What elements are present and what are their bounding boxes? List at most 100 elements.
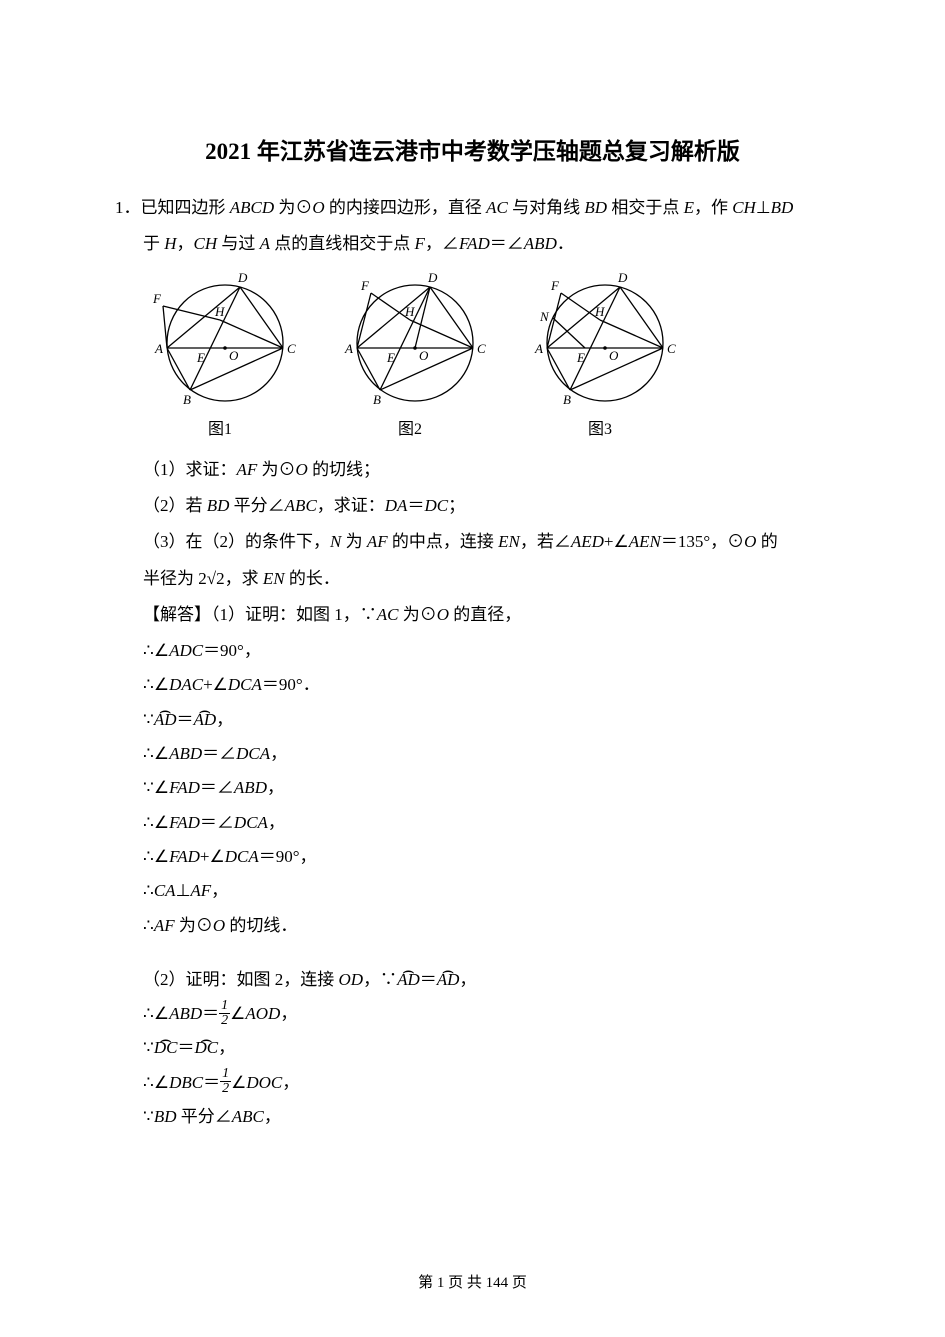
page-footer: 第 1 页 共 144 页 — [0, 1269, 945, 1298]
text: ∠ — [230, 1004, 245, 1023]
arc-dc: DC — [194, 1032, 218, 1064]
label-b: B — [563, 392, 571, 407]
text: 为⊙ — [398, 605, 436, 624]
var-abc: ABC — [285, 496, 317, 515]
text: 的长． — [285, 569, 340, 588]
arc-dc: DC — [154, 1032, 178, 1064]
text: ＝90°． — [262, 675, 320, 694]
figure-2: A B C D E O H F 图2 — [325, 268, 495, 445]
text: 与过 — [217, 234, 260, 253]
var: ABD — [169, 744, 202, 763]
var-bd: BD — [207, 496, 230, 515]
text: ． — [557, 234, 574, 253]
var: FAD — [169, 847, 200, 866]
var-en: EN — [498, 532, 520, 551]
solution-step: ∵BD 平分∠ABC， — [143, 1101, 830, 1133]
question-3-line1: （3）在（2）的条件下，N 为 AF 的中点，连接 EN，若∠AED+∠AEN＝… — [115, 526, 830, 558]
fraction-half: 12 — [219, 999, 230, 1028]
var: ADC — [169, 641, 203, 660]
solution-step: ∴AF 为⊙O 的切线． — [143, 910, 830, 942]
label-c: C — [287, 341, 296, 356]
text: 为⊙ — [257, 460, 295, 479]
text: +∠ — [604, 532, 629, 551]
text: ， — [211, 881, 228, 900]
var-af: AF — [367, 532, 388, 551]
arc-ad: AD — [154, 704, 177, 736]
question-3-line2: 半径为 2√2，求 EN 的长． — [115, 563, 830, 595]
text: +∠ — [200, 847, 225, 866]
text: 页 共 — [444, 1275, 485, 1291]
var-o: O — [744, 532, 756, 551]
arc-ad: AD — [437, 964, 460, 996]
text: 的中点，连接 — [388, 532, 499, 551]
label-f: F — [550, 278, 560, 293]
text: +∠ — [203, 675, 228, 694]
label-e: E — [386, 350, 395, 365]
text: ， — [280, 1004, 297, 1023]
text: ＝∠ — [490, 234, 524, 253]
var-n: N — [330, 532, 341, 551]
label-e: E — [576, 350, 585, 365]
total-pages: 144 — [486, 1275, 509, 1291]
text: （3）在（2）的条件下， — [143, 532, 330, 551]
var: DOC — [246, 1073, 282, 1092]
text: ∴ — [143, 916, 154, 935]
text: 相交于点 — [607, 198, 684, 217]
text: 为⊙ — [175, 916, 213, 935]
text: ＝90°， — [259, 847, 317, 866]
label-c: C — [667, 341, 676, 356]
label-b: B — [373, 392, 381, 407]
label-a: A — [344, 341, 353, 356]
text: ∴ — [143, 881, 154, 900]
var-h: H — [164, 234, 176, 253]
text: ＝ — [203, 1073, 220, 1092]
var: DCA — [228, 675, 262, 694]
text: ∴∠ — [143, 813, 169, 832]
text: ＝ — [202, 1004, 219, 1023]
text: 的 — [756, 532, 777, 551]
var: ABD — [169, 1004, 202, 1023]
text: ， — [282, 1073, 299, 1092]
arc-ad: AD — [397, 964, 420, 996]
sqrt-value: √2 — [207, 569, 225, 588]
page-title: 2021 年江苏省连云港市中考数学压轴题总复习解析版 — [115, 130, 830, 174]
text: ，求证： — [317, 496, 385, 515]
text: 的切线； — [308, 460, 380, 479]
solution-step: ∵AD＝AD， — [143, 704, 830, 736]
text: ∵∠ — [143, 778, 169, 797]
text: 为⊙ — [274, 198, 312, 217]
var-ch: CH — [732, 198, 756, 217]
var-o: O — [312, 198, 324, 217]
text: 点的直线相交于点 — [270, 234, 415, 253]
figure-2-svg: A B C D E O H F — [325, 268, 495, 413]
var: BD — [154, 1107, 177, 1126]
text: 的内接四边形，直径 — [325, 198, 487, 217]
text: ； — [448, 496, 465, 515]
text: （1）证明：如图 1，∵ — [211, 605, 377, 624]
fraction-half: 12 — [220, 1067, 231, 1096]
text: 已知四边形 — [141, 198, 230, 217]
text: 第 — [418, 1275, 437, 1291]
document-page: 2021 年江苏省连云港市中考数学压轴题总复习解析版 1．已知四边形 ABCD … — [0, 0, 945, 1337]
var: DBC — [169, 1073, 203, 1092]
label-h: H — [214, 304, 225, 319]
var: CA — [154, 881, 176, 900]
var: DCA — [234, 813, 268, 832]
label-n: N — [539, 309, 550, 324]
problem-number: 1． — [115, 198, 141, 217]
solution-step: ∴∠ABD＝∠DCA， — [143, 738, 830, 770]
text: ∴∠ — [143, 847, 169, 866]
text: ＝ — [407, 496, 424, 515]
text: ， — [218, 1038, 235, 1057]
label-h: H — [404, 304, 415, 319]
text: ∠ — [231, 1073, 246, 1092]
solution-part2-head: （2）证明：如图 2，连接 OD，∵AD＝AD， — [143, 964, 830, 996]
var-da: DA — [385, 496, 408, 515]
var-fad: FAD — [459, 234, 490, 253]
text: ∴∠ — [143, 744, 169, 763]
label-h: H — [594, 304, 605, 319]
text: ＝ — [420, 970, 437, 989]
figure-2-label: 图2 — [398, 415, 422, 445]
text: 半径为 2 — [143, 569, 207, 588]
var-ac: AC — [377, 605, 399, 624]
